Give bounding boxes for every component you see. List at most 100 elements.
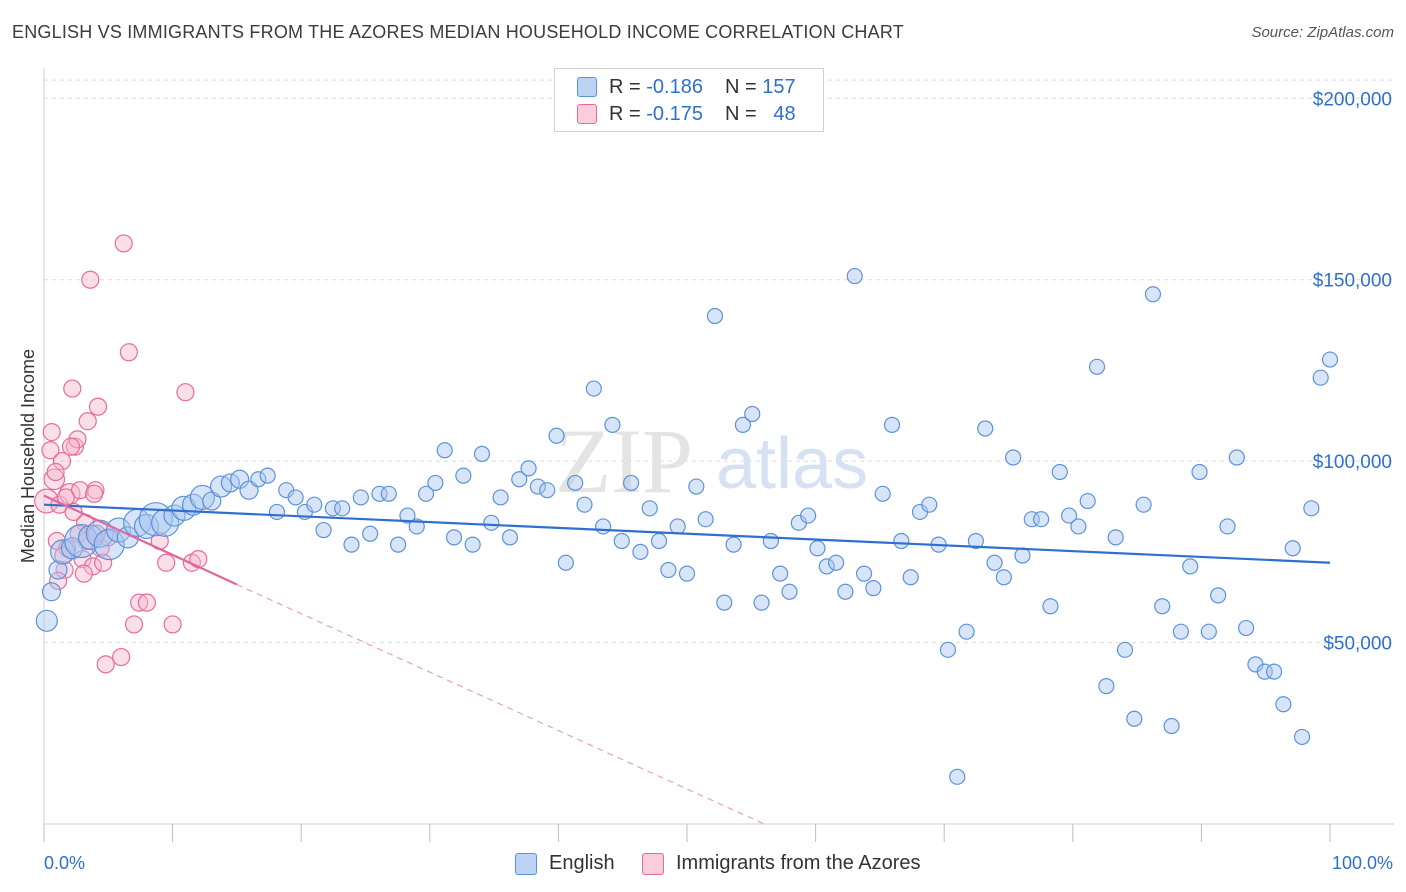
english-point [706, 307, 724, 325]
azores-point [130, 593, 149, 612]
english-point [259, 467, 276, 484]
english-point [1060, 507, 1078, 524]
watermark-atlas: atlas [716, 424, 868, 504]
english-point [93, 528, 125, 561]
legend-item-azores[interactable]: Immigrants from the Azores [642, 852, 921, 875]
english-point [1051, 463, 1068, 481]
axes [43, 68, 1394, 842]
azores-point [112, 647, 131, 667]
english-legend-label: English [549, 852, 615, 874]
english-point [1172, 623, 1189, 640]
x-tick-label-end: 100.0% [1332, 853, 1393, 873]
legend-english-n: 157 [762, 75, 796, 98]
azores-point [78, 412, 97, 431]
english-point [622, 474, 640, 492]
english-point [417, 485, 435, 502]
legend-row-english: R = -0.186 N = 157 [577, 74, 796, 100]
azores-point [74, 564, 93, 583]
english-point [1256, 663, 1273, 680]
english-point [445, 529, 463, 546]
english-point [865, 580, 882, 597]
english-point [501, 529, 519, 546]
english-point [1163, 717, 1180, 735]
correlation-legend: R = -0.186 N = 157 R = -0.175 N = 48 [554, 68, 824, 132]
azores-point [163, 615, 182, 634]
english-point [1312, 369, 1329, 386]
azores-point [49, 571, 68, 590]
english-points [35, 267, 1339, 785]
english-point [324, 500, 341, 517]
english-point [371, 485, 388, 502]
english-point [995, 569, 1012, 586]
english-point [511, 471, 528, 488]
english-point [781, 583, 798, 600]
english-point [604, 416, 621, 433]
english-point [1284, 540, 1301, 557]
azores-swatch [577, 104, 597, 124]
english-point [455, 467, 472, 484]
english-point [35, 609, 58, 632]
english-point [520, 460, 537, 477]
english-point [1005, 449, 1022, 466]
english-point [855, 565, 873, 582]
english-point [818, 558, 835, 575]
english-point [41, 582, 62, 602]
legend-r-label: R = [609, 75, 641, 98]
azores-point [124, 615, 144, 634]
english-point [1014, 547, 1031, 564]
english-point [1219, 518, 1236, 535]
english-point [641, 500, 658, 517]
english-point [1275, 696, 1292, 713]
watermark-zip: ZIP [555, 410, 693, 512]
english-point [334, 500, 351, 517]
english-point [399, 507, 416, 524]
english-point [967, 532, 984, 550]
english-point [1107, 529, 1124, 546]
english-point [483, 514, 500, 531]
english-point [352, 489, 369, 506]
english-point [464, 536, 481, 553]
english-point [800, 507, 817, 524]
azores-point [42, 423, 61, 442]
azores-point [114, 234, 133, 253]
english-point [287, 489, 304, 506]
chart-title: ENGLISH VS IMMIGRANTS FROM THE AZORES ME… [12, 22, 904, 42]
legend-item-english[interactable]: English [515, 852, 615, 875]
y-tick-labels: $50,000 $100,000 $150,000 $200,000 [1313, 89, 1392, 654]
english-point [753, 594, 770, 611]
english-point [60, 537, 84, 560]
legend-r-label: R = [609, 102, 641, 125]
english-point [902, 569, 919, 586]
english-point [1321, 351, 1339, 368]
english-point [1098, 678, 1115, 695]
y-tick-label: $200,000 [1313, 89, 1392, 110]
english-point [557, 554, 574, 571]
english-point [837, 583, 854, 600]
english-point [1303, 500, 1320, 517]
english-point [1210, 587, 1227, 604]
english-point [678, 565, 696, 582]
english-point [846, 267, 863, 285]
azores-trend-line [43, 494, 238, 586]
english-point [1238, 619, 1255, 637]
english-point [1023, 511, 1040, 528]
english-legend-swatch [515, 852, 537, 875]
english-point [133, 513, 160, 540]
legend-row-azores: R = -0.175 N = 48 [577, 101, 796, 127]
gridlines [44, 79, 1394, 644]
english-point [567, 474, 584, 492]
english-point [268, 503, 286, 521]
english-point [734, 416, 752, 433]
english-point [809, 540, 826, 557]
english-point [893, 532, 910, 550]
english-point [189, 484, 216, 511]
x-tick-labels: 0.0% 100.0% [44, 853, 1393, 873]
english-point [1088, 358, 1106, 375]
english-point [1079, 492, 1096, 510]
english-point [576, 496, 593, 513]
english-point [716, 594, 733, 611]
english-point [697, 511, 714, 528]
azores-point [46, 462, 65, 482]
legend-n-label: N = [724, 75, 757, 98]
